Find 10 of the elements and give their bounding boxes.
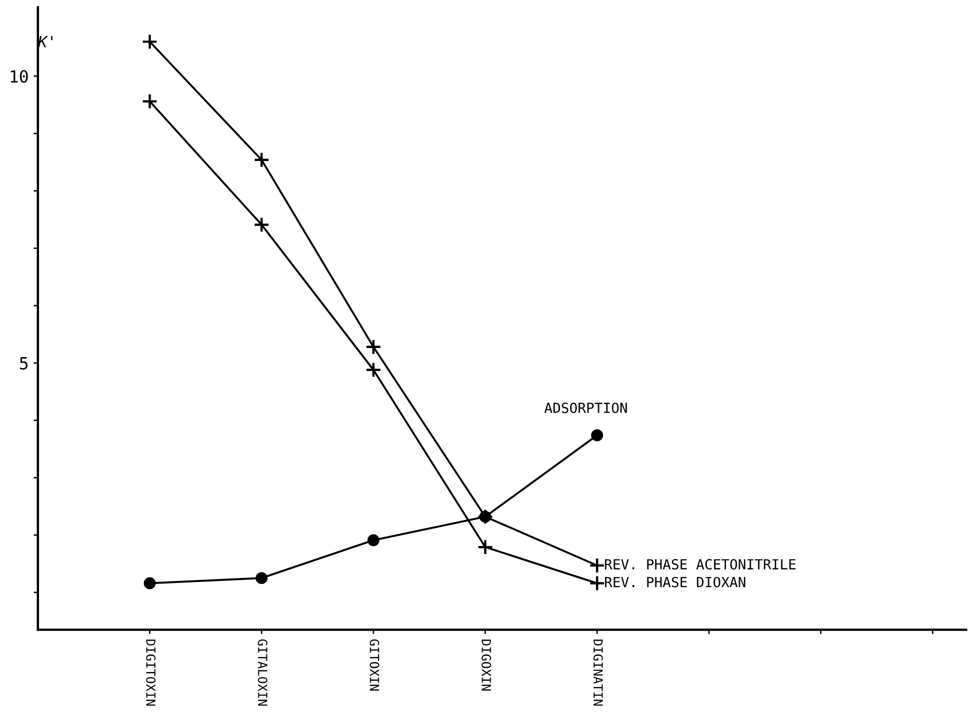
x-tick-label: GITALOXIN	[258, 639, 268, 706]
x-tick-label: DIGINATIN	[593, 640, 603, 706]
series-label: ADSORPTION	[544, 402, 627, 414]
y-tick-label: 5	[20, 357, 28, 370]
x-tick-label: DIGOXIN	[482, 640, 492, 691]
x-tick-label: GITOXIN	[370, 639, 380, 691]
series-label: REV. PHASE ACETONITRILE	[605, 559, 796, 570]
series-label: REV. PHASE DIOXAN	[605, 576, 746, 588]
x-tick-label: DIGITOXIN	[146, 640, 156, 706]
y-tick-label: 10	[10, 70, 28, 83]
